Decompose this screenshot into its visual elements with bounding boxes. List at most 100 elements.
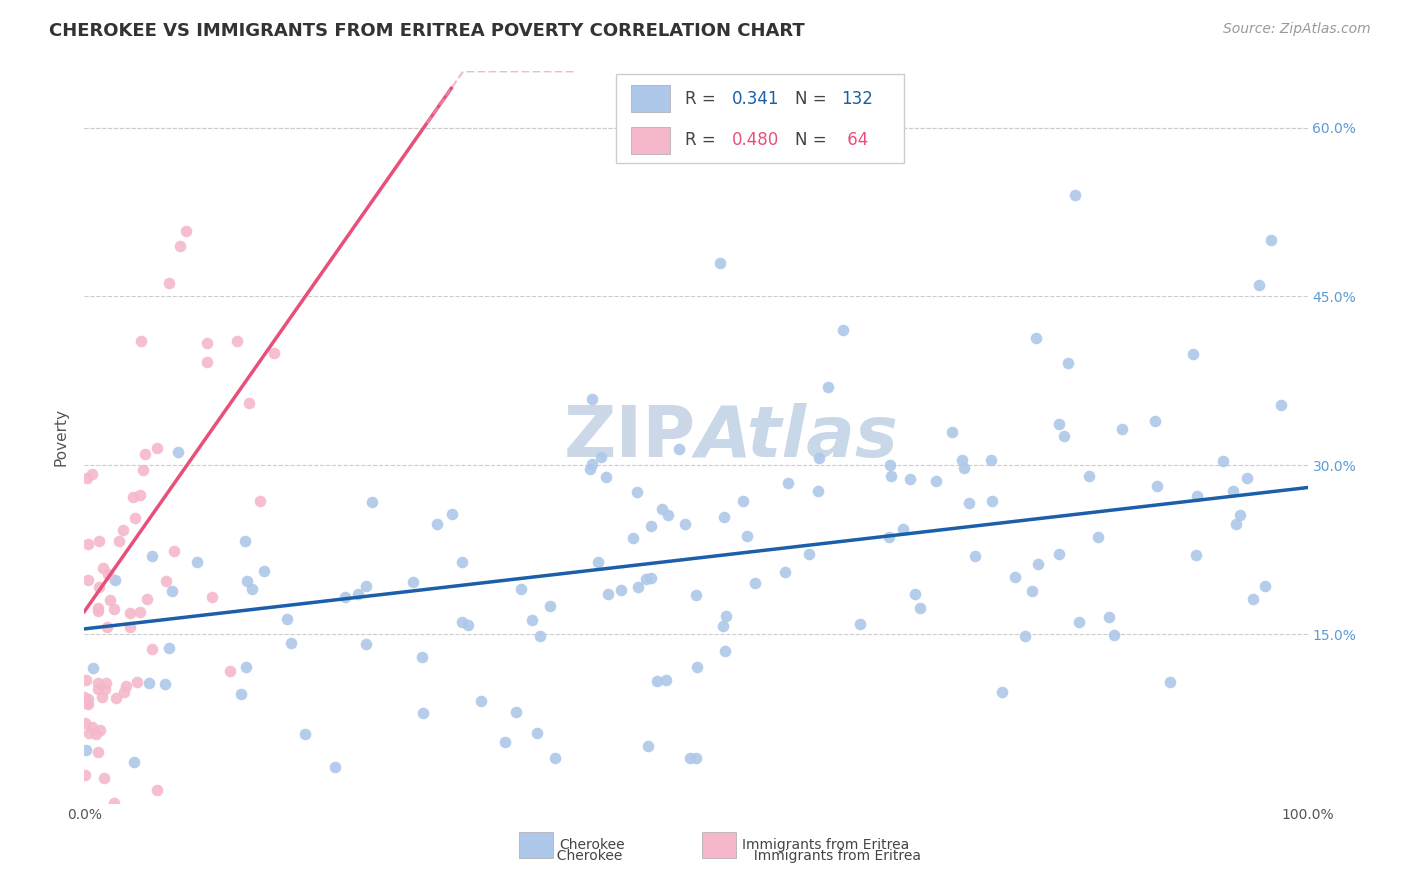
Point [75,696,97,710]
Point [229,687,252,701]
Point [134,447,156,461]
Point [1014,629,1036,643]
Point [80,467,103,481]
Point [714,609,737,624]
Point [544,751,567,765]
Point [103,796,125,810]
Point [195,335,218,350]
Text: 0.480: 0.480 [731,131,779,150]
Point [87,604,110,618]
Point [538,599,561,613]
Point [112,685,135,699]
Point [609,582,631,597]
Point [225,334,247,348]
Point [280,636,302,650]
Point [957,496,980,510]
Point [146,442,169,456]
Point [1254,579,1277,593]
Text: Cherokee: Cherokee [560,838,624,852]
Point [253,565,276,579]
Point [686,660,709,674]
Point [82,661,104,675]
Point [799,547,821,561]
Point [980,452,1002,467]
Point [1025,331,1047,345]
Point [950,453,973,467]
Point [276,612,298,626]
Point [77,697,100,711]
Point [1111,422,1133,436]
Point [120,606,142,620]
Point [426,517,449,532]
Text: ZIP: ZIP [564,402,696,472]
Point [529,629,551,643]
Point [776,476,799,491]
Point [82,720,104,734]
Point [640,519,662,533]
Point [236,574,259,589]
Point [807,450,830,465]
Point [457,618,479,632]
Point [1077,468,1099,483]
Point [412,706,434,720]
Point [621,531,644,545]
Point [125,675,148,690]
Point [162,583,184,598]
Point [75,743,97,757]
Point [735,528,758,542]
Point [679,751,702,765]
Point [129,488,152,502]
Point [685,751,707,765]
Point [146,783,169,797]
Point [440,508,463,522]
Point [93,771,115,785]
Point [86,727,108,741]
Point [581,458,603,472]
Point [589,450,612,465]
Point [849,617,872,632]
Point [655,673,678,688]
Point [1004,570,1026,584]
Point [169,238,191,252]
Point [73,715,96,730]
Point [201,590,224,604]
Point [157,640,180,655]
FancyBboxPatch shape [616,73,904,163]
Point [1185,548,1208,562]
Point [118,620,141,634]
Text: Source: ZipAtlas.com: Source: ZipAtlas.com [1223,22,1371,37]
Point [578,461,600,475]
Point [87,533,110,548]
Point [73,690,96,704]
Point [136,592,159,607]
Point [965,549,987,564]
Point [640,571,662,585]
Point [596,586,619,600]
Point [1146,479,1168,493]
Point [163,543,186,558]
Point [131,463,153,477]
Point [588,556,610,570]
Point [129,605,152,619]
Point [1064,188,1087,202]
Point [76,471,98,485]
Point [595,470,617,484]
Point [1241,591,1264,606]
Text: Cherokee: Cherokee [548,849,623,863]
Point [249,494,271,508]
Point [294,727,316,741]
Point [831,323,853,337]
Point [402,574,425,589]
Point [122,490,145,504]
Point [97,567,120,582]
Point [233,533,256,548]
Point [1087,530,1109,544]
Point [354,579,377,593]
Point [153,677,176,691]
Point [76,537,98,551]
Point [186,555,208,569]
Point [581,392,603,407]
Point [1182,347,1205,361]
Point [94,676,117,690]
Point [1144,414,1167,428]
